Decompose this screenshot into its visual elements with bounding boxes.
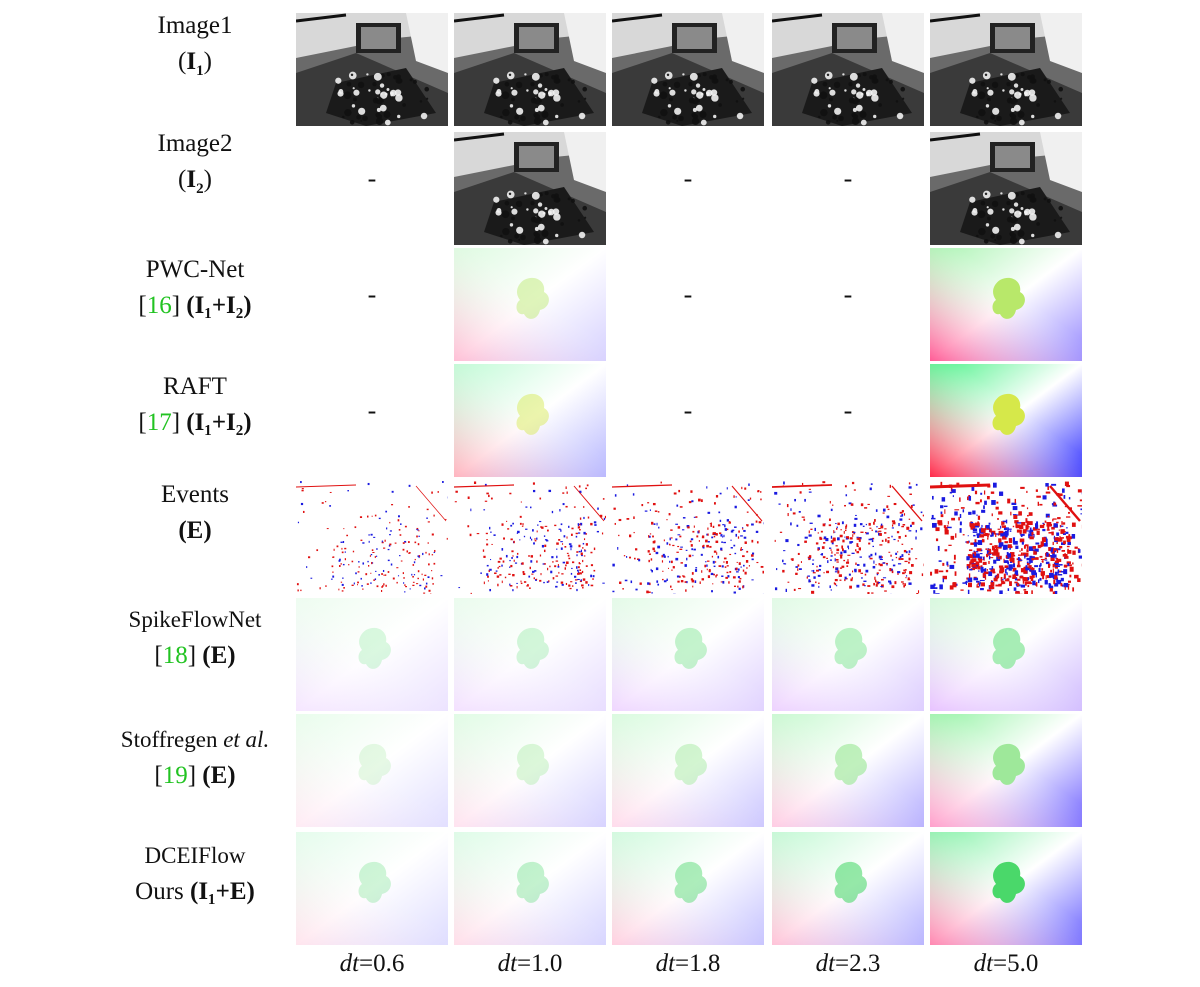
flow-result-dceiflow	[296, 832, 448, 945]
input-image-2	[454, 132, 606, 245]
missing-cell: -	[772, 248, 924, 361]
column-label: dt=1.0	[454, 950, 606, 978]
input-image-1	[930, 13, 1082, 126]
column-label: dt=2.3	[772, 950, 924, 978]
missing-cell: -	[296, 364, 448, 477]
event-frame	[296, 481, 448, 594]
flow-result-stoffregen	[612, 714, 764, 827]
input-image-1	[296, 13, 448, 126]
citation-link[interactable]: 16	[147, 292, 172, 319]
input-image-1	[772, 13, 924, 126]
row-label-raft: RAFT [17] (I₁+I₂)	[95, 369, 295, 441]
flow-result-stoffregen	[930, 714, 1082, 827]
flow-result-spikeflownet	[612, 598, 764, 711]
flow-result-dceiflow	[772, 832, 924, 945]
flow-result-spikeflownet	[454, 598, 606, 711]
event-frame	[454, 481, 606, 594]
missing-cell: -	[612, 132, 764, 245]
flow-result-raft	[930, 364, 1082, 477]
row-label-image2: Image2 (I2)	[95, 126, 295, 207]
flow-result-raft	[454, 364, 606, 477]
column-label: dt=1.8	[612, 950, 764, 978]
missing-cell: -	[296, 132, 448, 245]
event-frame	[612, 481, 764, 594]
flow-result-stoffregen	[454, 714, 606, 827]
missing-cell: -	[772, 364, 924, 477]
row-label-title: Image2	[95, 126, 295, 162]
row-label-stoffregen: Stoffregen et al. [19] (E)	[95, 722, 295, 794]
flow-result-stoffregen	[772, 714, 924, 827]
column-label: dt=5.0	[930, 950, 1082, 978]
column-label: dt=0.6	[296, 950, 448, 978]
missing-cell: -	[612, 248, 764, 361]
citation-link[interactable]: 17	[147, 409, 172, 436]
missing-cell: -	[772, 132, 924, 245]
row-label-spikeflownet: SpikeFlowNet [18] (E)	[95, 602, 295, 674]
flow-result-dceiflow	[454, 832, 606, 945]
citation-link[interactable]: 18	[163, 642, 188, 669]
flow-result-pwcnet	[454, 248, 606, 361]
row-label-image1: Image1 (I1)	[95, 8, 295, 89]
row-label-pwcnet: PWC-Net [16] (I₁+I₂)	[95, 252, 295, 324]
flow-result-dceiflow	[612, 832, 764, 945]
event-frame	[930, 481, 1082, 594]
missing-cell: -	[296, 248, 448, 361]
flow-result-dceiflow	[930, 832, 1082, 945]
flow-result-stoffregen	[296, 714, 448, 827]
missing-cell: -	[612, 364, 764, 477]
flow-result-spikeflownet	[296, 598, 448, 711]
row-label-dceiflow: DCEIFlow Ours (I₁+E)	[95, 838, 295, 910]
input-image-1	[454, 13, 606, 126]
citation-link[interactable]: 19	[163, 762, 188, 789]
input-image-1	[612, 13, 764, 126]
input-image-2	[930, 132, 1082, 245]
row-label-title: Image1	[95, 8, 295, 44]
flow-result-pwcnet	[930, 248, 1082, 361]
flow-result-spikeflownet	[772, 598, 924, 711]
event-frame	[772, 481, 924, 594]
flow-result-spikeflownet	[930, 598, 1082, 711]
row-label-events: Events (E)	[95, 477, 295, 549]
